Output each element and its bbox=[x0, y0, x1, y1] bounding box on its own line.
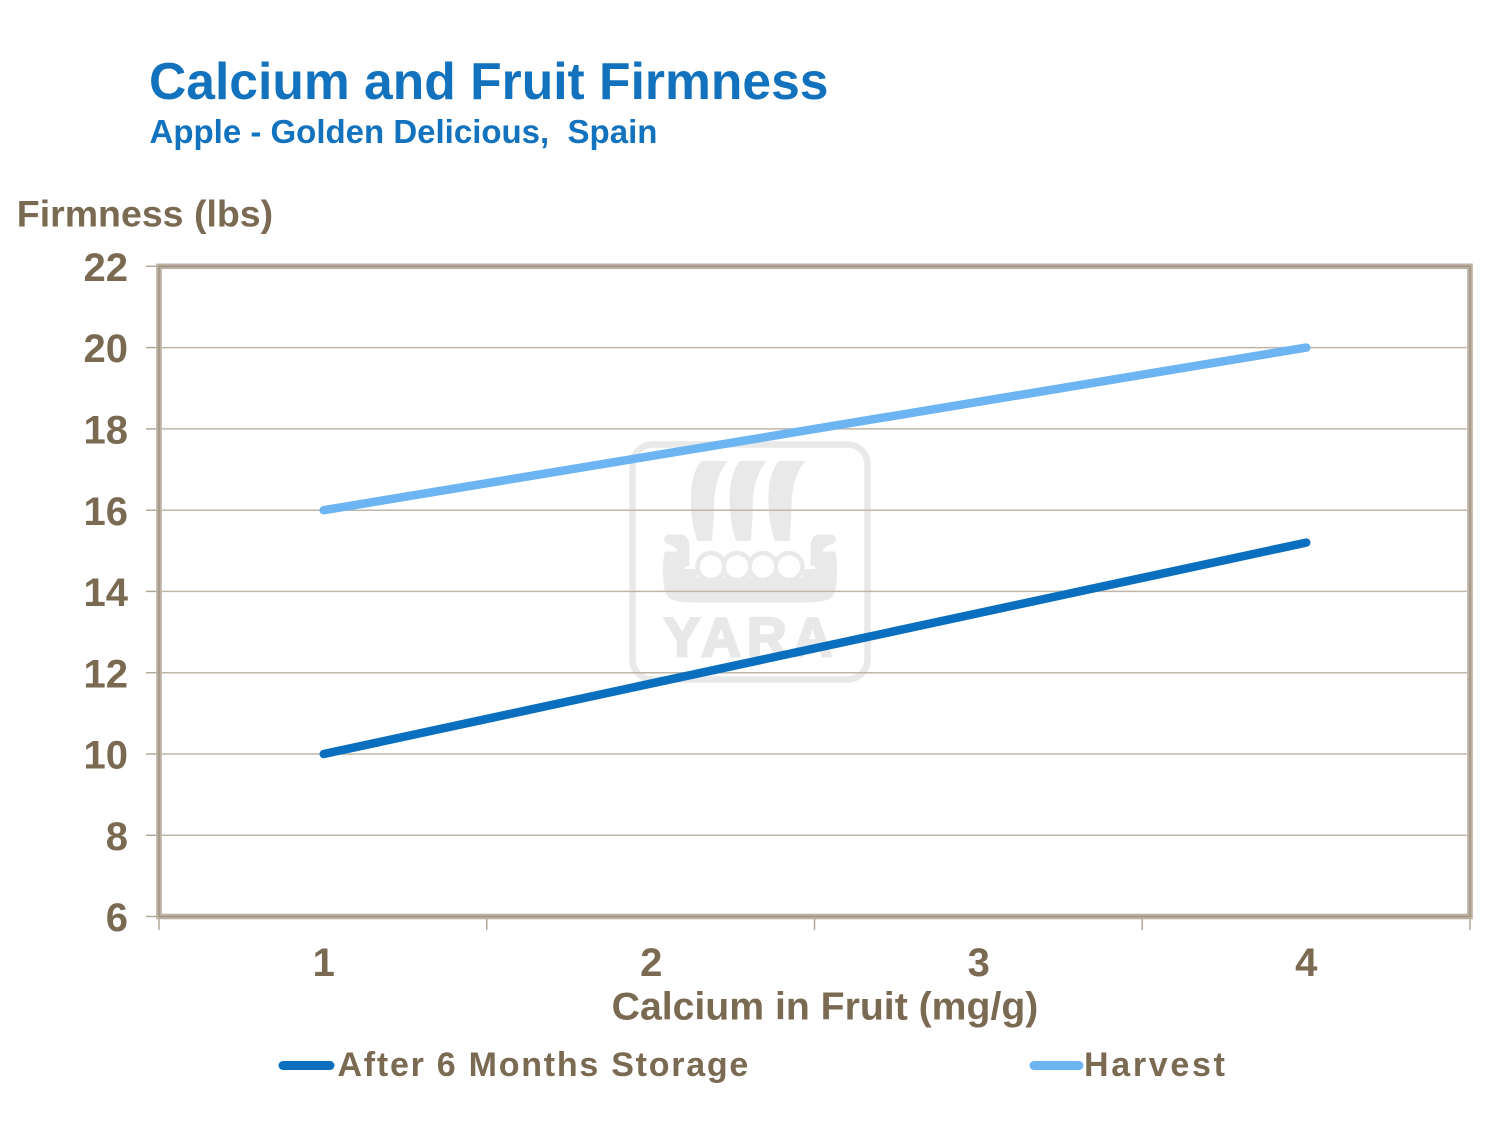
svg-text:3: 3 bbox=[968, 941, 990, 985]
svg-text:2: 2 bbox=[640, 941, 662, 985]
svg-text:8: 8 bbox=[106, 815, 128, 859]
svg-text:Calcium in Fruit (mg/g): Calcium in Fruit (mg/g) bbox=[612, 986, 1039, 1029]
svg-text:Apple - Golden Delicious, Spa: Apple - Golden Delicious, Spain bbox=[150, 113, 658, 150]
svg-text:18: 18 bbox=[84, 409, 129, 453]
svg-text:After 6 Months Storage: After 6 Months Storage bbox=[338, 1046, 751, 1084]
svg-text:4: 4 bbox=[1295, 941, 1318, 985]
svg-text:Harvest: Harvest bbox=[1084, 1046, 1228, 1084]
svg-text:YARA: YARA bbox=[664, 606, 839, 668]
svg-text:20: 20 bbox=[84, 327, 129, 371]
svg-text:22: 22 bbox=[84, 246, 129, 290]
svg-text:14: 14 bbox=[84, 571, 129, 615]
svg-text:16: 16 bbox=[84, 490, 129, 534]
svg-text:Firmness (lbs): Firmness (lbs) bbox=[17, 193, 273, 235]
svg-text:12: 12 bbox=[84, 652, 129, 696]
svg-text:Calcium and Fruit Firmness: Calcium and Fruit Firmness bbox=[149, 52, 828, 110]
svg-text:1: 1 bbox=[313, 941, 335, 985]
svg-text:10: 10 bbox=[84, 734, 129, 778]
svg-text:6: 6 bbox=[106, 896, 128, 940]
